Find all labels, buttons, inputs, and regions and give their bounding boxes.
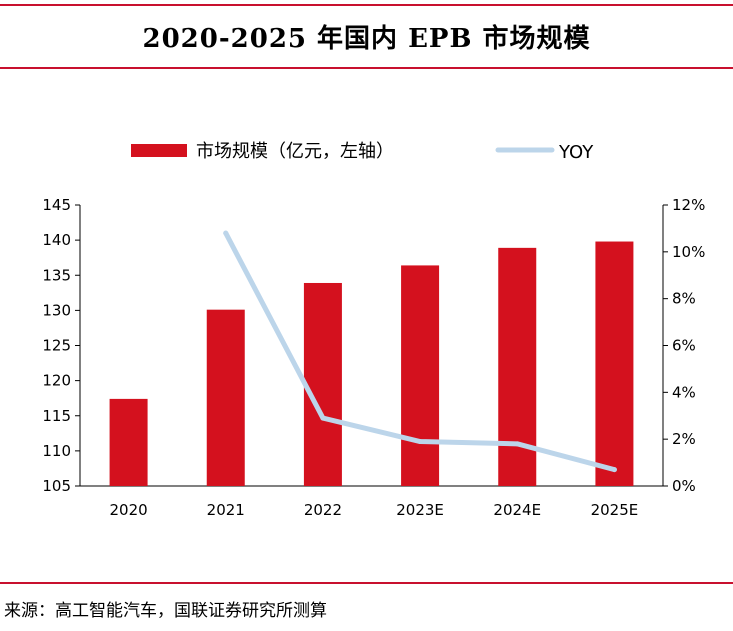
y-left-tick-label: 120: [42, 372, 71, 390]
yoy-point: [611, 467, 617, 473]
yoy-point: [514, 441, 520, 447]
legend-label-line: YOY: [558, 142, 594, 163]
x-tick-label: 2021: [207, 501, 245, 519]
y-left-tick-label: 125: [42, 337, 71, 355]
bar: [401, 265, 440, 486]
bar: [595, 241, 634, 486]
bar: [206, 309, 245, 486]
x-tick-label: 2024E: [493, 501, 541, 519]
y-right-tick-label: 8%: [672, 290, 696, 308]
yoy-point: [320, 415, 326, 421]
title-rule: [0, 67, 733, 69]
x-tick-label: 2020: [109, 501, 147, 519]
y-left-tick-label: 105: [42, 477, 71, 495]
bar: [498, 247, 537, 486]
x-tick-label: 2023E: [396, 501, 444, 519]
bar: [303, 282, 342, 486]
y-left-tick-label: 145: [42, 196, 71, 214]
bar: [109, 398, 148, 486]
y-left-tick-label: 115: [42, 407, 71, 425]
chart-title: 2020-2025 年国内 EPB 市场规模: [142, 24, 591, 54]
y-left-tick-label: 140: [42, 231, 71, 249]
x-tick-label: 2022: [304, 501, 342, 519]
yoy-point: [417, 439, 423, 445]
y-right-tick-label: 10%: [672, 243, 705, 261]
y-right-tick-label: 2%: [672, 430, 696, 448]
yoy-point: [223, 230, 229, 236]
y-right-tick-label: 4%: [672, 383, 696, 401]
legend-label-bar: 市场规模（亿元，左轴）: [196, 141, 394, 162]
y-left-tick-label: 110: [42, 442, 71, 460]
y-right-tick-label: 6%: [672, 337, 696, 355]
y-right-tick-label: 0%: [672, 477, 696, 495]
y-right-tick-label: 12%: [672, 196, 705, 214]
x-tick-label: 2025E: [591, 501, 639, 519]
source-note: 来源：高工智能汽车，国联证券研究所测算: [4, 601, 327, 621]
y-left-tick-label: 135: [42, 266, 71, 284]
bottom-rule: [0, 582, 733, 584]
legend-swatch-bar: [131, 144, 187, 157]
y-left-tick-label: 130: [42, 301, 71, 319]
top-rule: [0, 4, 733, 6]
